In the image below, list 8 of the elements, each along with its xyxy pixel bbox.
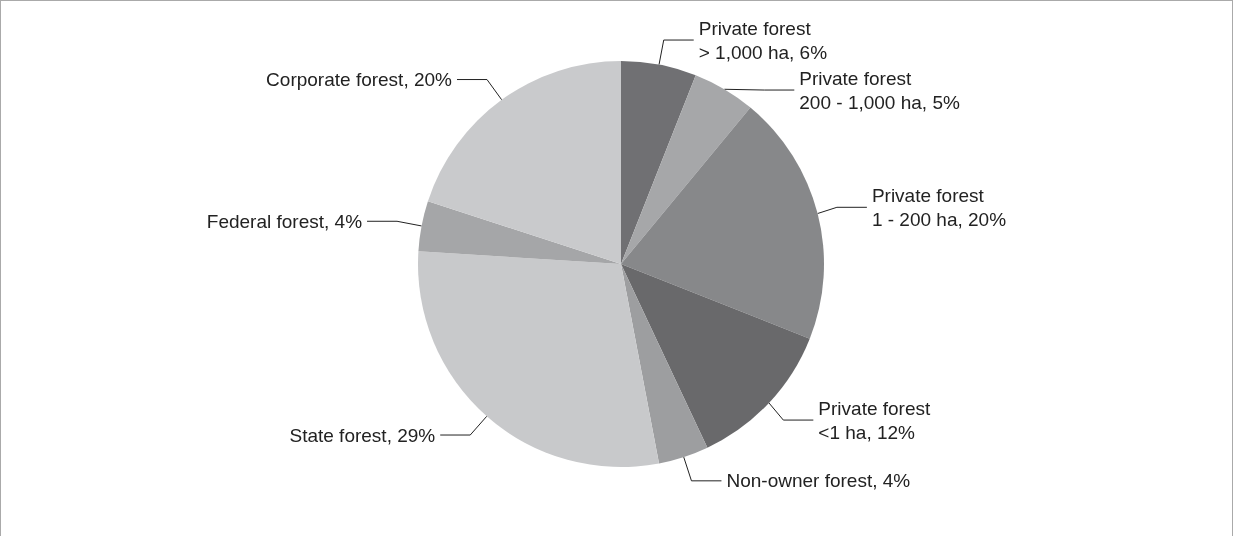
slice-label: Corporate forest, 20% <box>266 69 453 91</box>
slice-label: Private forest 200 - 1,000 ha, 5% <box>799 67 960 113</box>
slice-label: Federal forest, 4% <box>206 210 363 232</box>
slice-label: Non-owner forest, 4% <box>726 470 911 492</box>
slice-label: Private forest <1 ha, 12% <box>818 397 931 443</box>
slice-label: State forest, 29% <box>289 424 436 446</box>
slice-label: Private forest > 1,000 ha, 6% <box>698 17 828 63</box>
slice-label: Private forest 1 - 200 ha, 20% <box>871 184 1007 230</box>
